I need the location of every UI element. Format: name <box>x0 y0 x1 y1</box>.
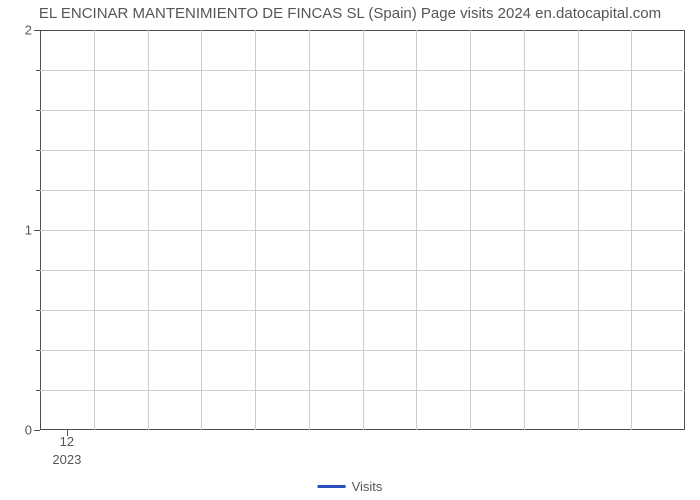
y-tick-label: 1 <box>25 223 40 238</box>
gridline-vertical <box>524 30 525 430</box>
y-tick-label: 2 <box>25 23 40 38</box>
y-minor-tick <box>36 350 40 351</box>
x-year-label: 2023 <box>52 430 81 467</box>
gridline-vertical <box>363 30 364 430</box>
gridline-vertical <box>631 30 632 430</box>
plot-area: 012122023 <box>40 30 685 430</box>
legend-line <box>318 485 346 488</box>
gridline-vertical <box>416 30 417 430</box>
y-tick-label: 0 <box>25 423 40 438</box>
gridline-vertical <box>309 30 310 430</box>
gridline-vertical <box>578 30 579 430</box>
y-minor-tick <box>36 310 40 311</box>
y-minor-tick <box>36 390 40 391</box>
legend-label: Visits <box>352 479 383 494</box>
legend: Visits <box>318 479 383 494</box>
gridline-vertical <box>148 30 149 430</box>
y-minor-tick <box>36 270 40 271</box>
gridline-vertical <box>470 30 471 430</box>
chart-container: EL ENCINAR MANTENIMIENTO DE FINCAS SL (S… <box>0 0 700 500</box>
gridline-vertical <box>255 30 256 430</box>
y-minor-tick <box>36 190 40 191</box>
y-minor-tick <box>36 150 40 151</box>
gridline-vertical <box>94 30 95 430</box>
gridline-vertical <box>201 30 202 430</box>
chart-title: EL ENCINAR MANTENIMIENTO DE FINCAS SL (S… <box>39 5 661 22</box>
y-minor-tick <box>36 70 40 71</box>
y-minor-tick <box>36 110 40 111</box>
